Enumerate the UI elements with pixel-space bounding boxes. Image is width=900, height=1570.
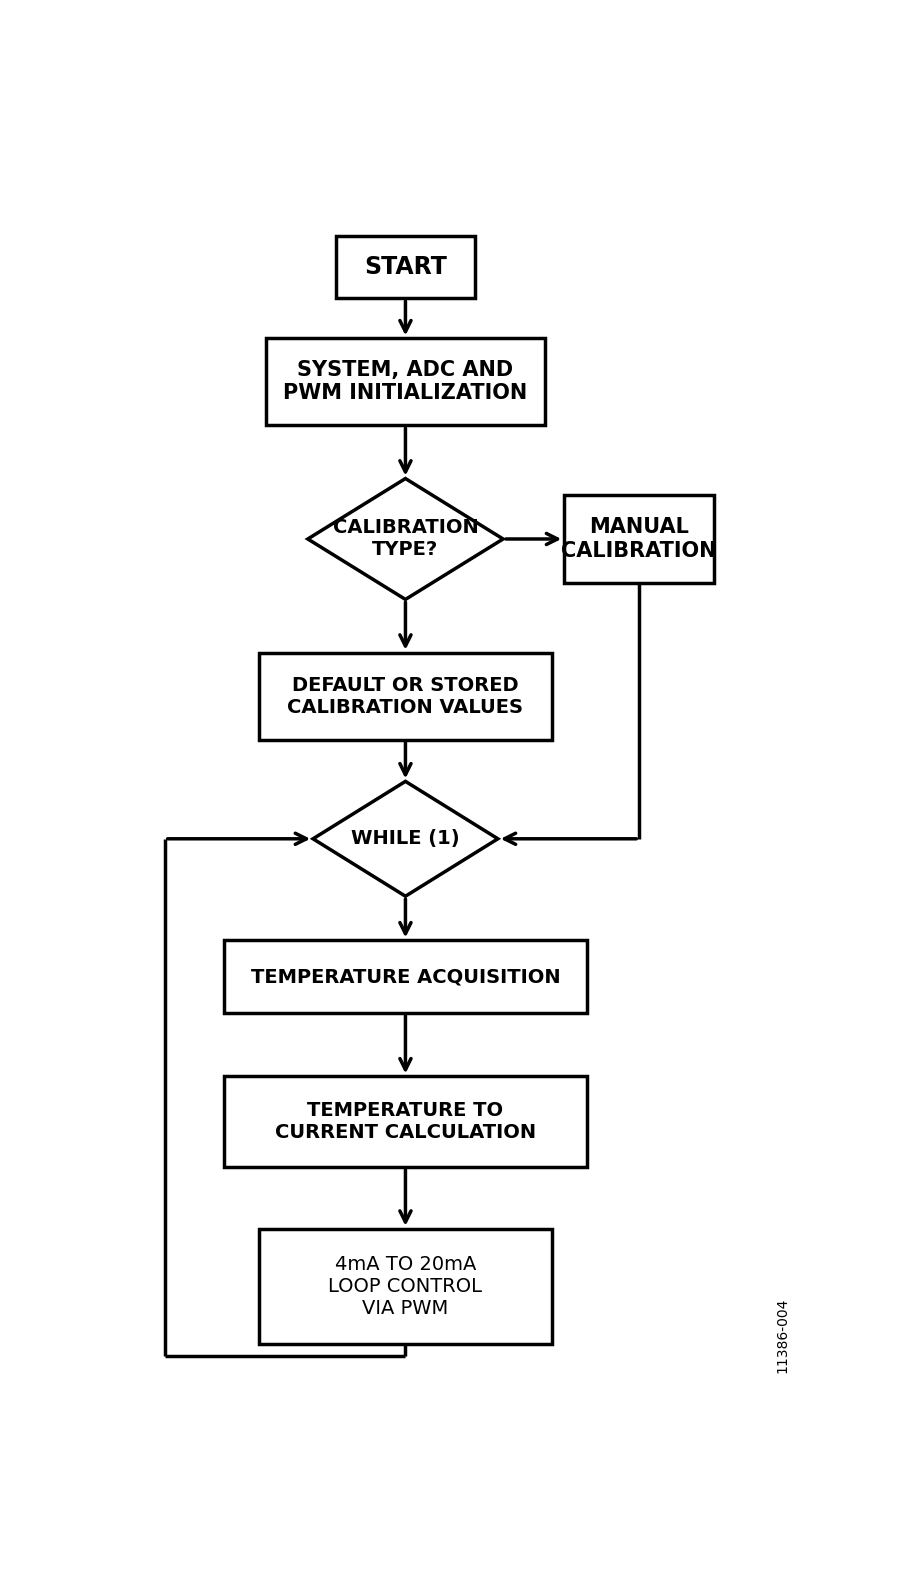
Text: TEMPERATURE ACQUISITION: TEMPERATURE ACQUISITION <box>250 967 561 986</box>
FancyBboxPatch shape <box>224 940 587 1013</box>
Text: CALIBRATION
TYPE?: CALIBRATION TYPE? <box>333 518 478 559</box>
FancyBboxPatch shape <box>259 1229 552 1344</box>
Text: MANUAL
CALIBRATION: MANUAL CALIBRATION <box>562 518 717 560</box>
FancyBboxPatch shape <box>259 653 552 739</box>
Text: TEMPERATURE TO
CURRENT CALCULATION: TEMPERATURE TO CURRENT CALCULATION <box>274 1101 536 1141</box>
FancyBboxPatch shape <box>336 236 475 298</box>
Polygon shape <box>308 479 503 600</box>
Polygon shape <box>313 782 498 896</box>
Text: DEFAULT OR STORED
CALIBRATION VALUES: DEFAULT OR STORED CALIBRATION VALUES <box>287 675 524 716</box>
FancyBboxPatch shape <box>564 496 714 582</box>
FancyBboxPatch shape <box>224 1077 587 1167</box>
Text: SYSTEM, ADC AND
PWM INITIALIZATION: SYSTEM, ADC AND PWM INITIALIZATION <box>284 360 527 403</box>
Text: WHILE (1): WHILE (1) <box>351 829 460 848</box>
Text: 4mA TO 20mA
LOOP CONTROL
VIA PWM: 4mA TO 20mA LOOP CONTROL VIA PWM <box>328 1254 482 1317</box>
Text: START: START <box>364 254 447 279</box>
FancyBboxPatch shape <box>266 338 545 425</box>
Text: 11386-004: 11386-004 <box>775 1298 789 1374</box>
